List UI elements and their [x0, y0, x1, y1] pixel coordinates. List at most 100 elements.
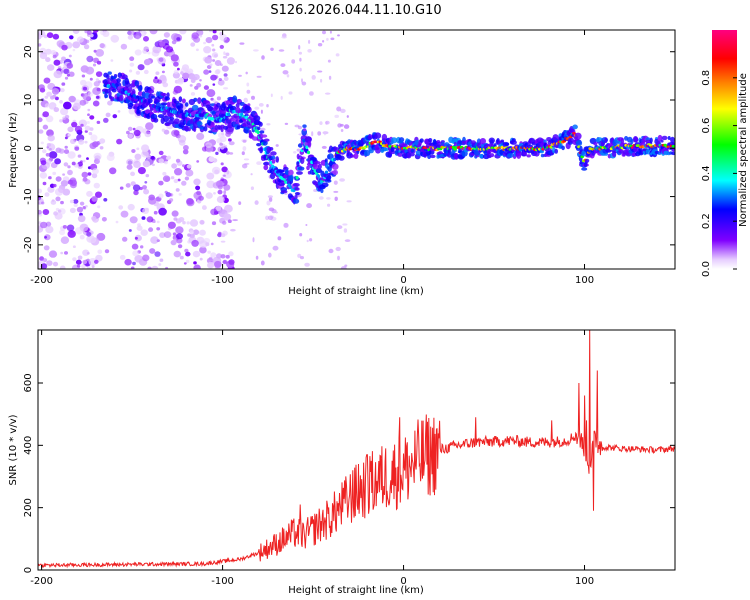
heatmap-noise-cell — [346, 200, 352, 203]
heatmap-noise-cell — [122, 236, 128, 242]
heatmap-noise-cell — [175, 226, 184, 234]
heatmap-noise-cell — [178, 217, 185, 222]
heatmap-ridge-cell — [671, 151, 675, 156]
heatmap-ridge-cell — [296, 161, 300, 168]
heatmap-noise-cell — [150, 155, 155, 160]
heatmap-ridge-cell — [197, 122, 201, 128]
heatmap-noise-cell — [271, 209, 277, 214]
heatmap-noise-cell — [49, 104, 55, 110]
heatmap-ridge-cell — [235, 103, 240, 108]
snr-series-line — [38, 330, 675, 569]
heatmap-noise-cell — [293, 151, 297, 154]
colorbar-tick-label: 0.4 — [701, 165, 712, 181]
snr-panel: -200 -100 0 100 0 200 400 600 Height of straigh… — [8, 329, 676, 596]
heatmap-ridge-cell — [306, 165, 310, 171]
heatmap-ridge-cell — [374, 132, 382, 139]
heatmap-ridge-cell — [223, 125, 229, 130]
heatmap-noise-cell — [171, 40, 177, 45]
heatmap-noise-cell — [87, 113, 90, 116]
spectrogram-ytick-label: -10 — [23, 188, 34, 204]
heatmap-ridge-cell — [127, 102, 134, 107]
heatmap-noise-cell — [321, 145, 327, 149]
heatmap-noise-cell — [174, 168, 183, 176]
heatmap-noise-cell — [93, 182, 101, 189]
heatmap-noise-cell — [272, 245, 279, 251]
heatmap-noise-cell — [196, 82, 202, 88]
heatmap-noise-cell — [217, 79, 225, 86]
heatmap-noise-cell — [215, 205, 222, 211]
heatmap-noise-cell — [61, 44, 68, 51]
heatmap-noise-cell — [175, 158, 181, 163]
heatmap-ridge-cell — [220, 127, 224, 133]
heatmap-noise-cell — [129, 69, 133, 73]
heatmap-noise-cell — [49, 147, 52, 151]
heatmap-noise-cell — [89, 115, 95, 120]
heatmap-ridge-cell — [479, 138, 486, 145]
heatmap-noise-cell — [280, 63, 286, 67]
heatmap-noise-cell — [80, 123, 84, 127]
heatmap-noise-cell — [340, 108, 346, 113]
heatmap-ridge-core — [305, 145, 309, 150]
heatmap-noise-cell — [96, 120, 101, 124]
heatmap-noise-cell — [151, 265, 159, 269]
heatmap-noise-cell — [211, 43, 215, 47]
heatmap-noise-cell — [182, 72, 190, 80]
heatmap-ridge-cell — [109, 96, 115, 100]
heatmap-ridge-core — [671, 144, 675, 148]
heatmap-noise-cell — [96, 232, 106, 241]
heatmap-noise-cell — [45, 225, 54, 234]
heatmap-ridge-cell — [271, 159, 276, 164]
heatmap-noise-cell — [176, 233, 183, 240]
heatmap-noise-cell — [193, 261, 197, 265]
heatmap-noise-cell — [225, 151, 230, 155]
heatmap-ridge-cell — [313, 157, 317, 162]
heatmap-ridge-cell — [239, 101, 245, 106]
heatmap-noise-cell — [337, 34, 340, 37]
heatmap-noise-cell — [214, 60, 222, 66]
heatmap-noise-cell — [62, 225, 67, 229]
heatmap-noise-cell — [205, 142, 213, 149]
heatmap-noise-cell — [171, 210, 179, 217]
heatmap-noise-cell — [184, 176, 190, 181]
heatmap-ridge-cell — [381, 133, 388, 141]
heatmap-noise-cell — [53, 211, 58, 216]
heatmap-ridge-cell — [191, 104, 199, 112]
heatmap-noise-cell — [173, 217, 178, 221]
heatmap-noise-cell — [203, 41, 207, 45]
heatmap-ridge-cell — [137, 85, 143, 92]
heatmap-noise-cell — [45, 153, 50, 157]
heatmap-noise-cell — [156, 239, 160, 243]
heatmap-noise-cell — [43, 77, 51, 84]
heatmap-ridge-cell — [181, 98, 186, 104]
heatmap-noise-cell — [339, 178, 345, 182]
heatmap-noise-cell — [189, 219, 199, 227]
heatmap-noise-cell — [161, 128, 166, 132]
heatmap-ridge-cell — [667, 136, 671, 140]
heatmap-noise-cell — [163, 231, 172, 239]
heatmap-ridge-cell — [279, 169, 285, 173]
heatmap-ridge-cell — [260, 134, 268, 138]
heatmap-noise-cell — [212, 48, 216, 52]
heatmap-noise-cell — [158, 150, 164, 156]
heatmap-noise-cell — [92, 63, 97, 67]
spectrogram-xtick-label: 0 — [400, 275, 406, 286]
heatmap-noise-cell — [322, 30, 326, 35]
heatmap-noise-cell — [129, 56, 135, 61]
heatmap-noise-cell — [254, 106, 260, 110]
heatmap-noise-cell — [128, 108, 136, 115]
heatmap-ridge-cell — [479, 154, 484, 159]
heatmap-noise-cell — [343, 228, 348, 233]
heatmap-noise-cell — [154, 76, 158, 79]
heatmap-noise-cell — [211, 52, 219, 58]
heatmap-noise-cell — [260, 109, 263, 114]
heatmap-noise-cell — [221, 132, 225, 136]
heatmap-noise-cell — [208, 256, 213, 261]
heatmap-noise-cell — [86, 231, 92, 237]
heatmap-noise-cell — [96, 95, 100, 99]
heatmap-noise-cell — [59, 229, 66, 236]
heatmap-noise-cell — [143, 69, 149, 75]
heatmap-noise-cell — [261, 55, 265, 60]
heatmap-noise-cell — [92, 141, 99, 148]
heatmap-noise-cell — [147, 51, 151, 55]
